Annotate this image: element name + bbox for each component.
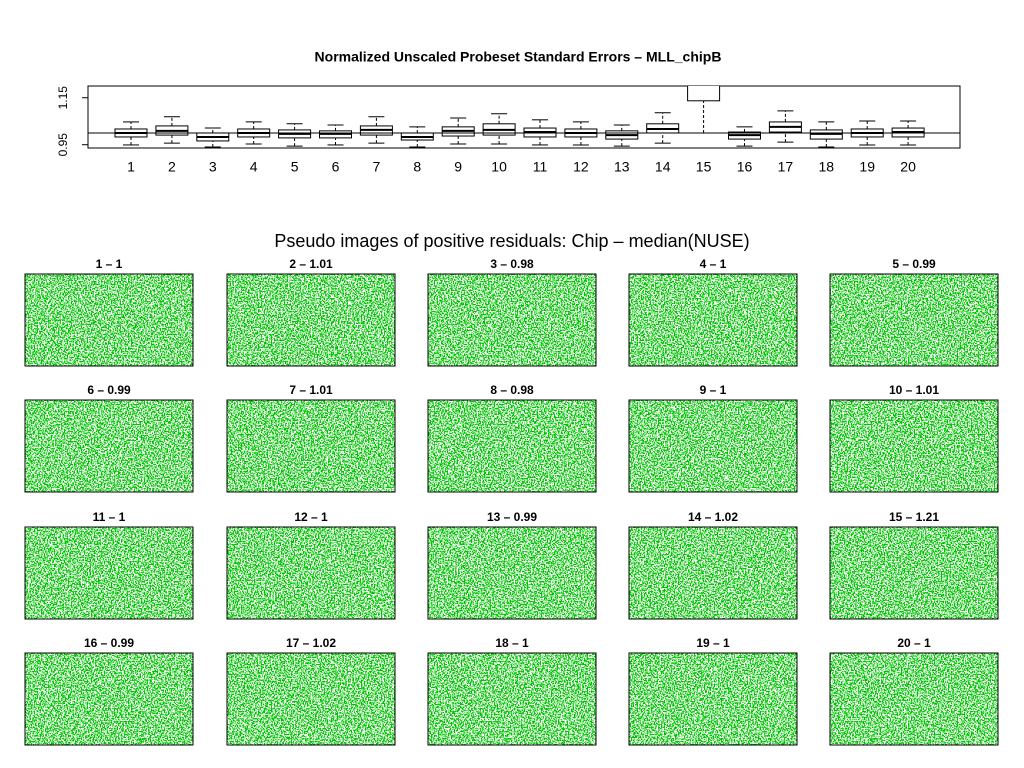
- residual-image: [428, 653, 596, 745]
- chart-title: Normalized Unscaled Probeset Standard Er…: [315, 49, 722, 65]
- panel-title: 4 – 1: [700, 257, 727, 271]
- residual-image: [227, 527, 395, 619]
- panel-frame: [829, 526, 999, 620]
- panel-frame: [427, 526, 597, 620]
- x-tick-label: 12: [573, 159, 589, 175]
- panel-frame: [427, 652, 597, 746]
- residual-image: [25, 653, 193, 745]
- residual-image: [629, 274, 797, 366]
- y-tick-label: 0.95: [56, 133, 70, 157]
- x-tick-label: 20: [900, 159, 916, 175]
- box: [687, 86, 721, 102]
- x-tick-label: 9: [454, 159, 462, 175]
- panel-title: 8 – 0.98: [490, 383, 534, 397]
- panel-frame: [427, 273, 597, 367]
- residual-image: [629, 653, 797, 745]
- panel-frame: [24, 652, 194, 746]
- residual-image: [830, 527, 998, 619]
- x-tick-label: 13: [614, 159, 630, 175]
- residual-image: [629, 400, 797, 492]
- x-tick-label: 11: [533, 159, 548, 175]
- x-tick-label: 10: [491, 159, 507, 175]
- panel-title: 7 – 1.01: [289, 383, 333, 397]
- panel-title: 18 – 1: [495, 636, 529, 650]
- panel-title: 9 – 1: [700, 383, 727, 397]
- residual-image: [629, 527, 797, 619]
- panel-frame: [24, 399, 194, 493]
- panel-frame: [628, 526, 798, 620]
- x-tick-label: 19: [859, 159, 875, 175]
- panel-frame: [427, 399, 597, 493]
- x-tick-label: 15: [696, 159, 712, 175]
- residual-image: [428, 400, 596, 492]
- x-tick-label: 3: [209, 159, 217, 175]
- x-tick-label: 1: [127, 159, 135, 175]
- panel-title: 15 – 1.21: [889, 510, 939, 524]
- residual-image: [830, 274, 998, 366]
- panel-title: 3 – 0.98: [490, 257, 534, 271]
- residual-image: [830, 400, 998, 492]
- residual-image: [227, 400, 395, 492]
- panel-title: 10 – 1.01: [889, 383, 939, 397]
- panel-title: 16 – 0.99: [84, 636, 134, 650]
- residual-image: [25, 527, 193, 619]
- x-tick-label: 4: [250, 159, 258, 175]
- residual-image: [428, 527, 596, 619]
- x-tick-label: 6: [332, 159, 340, 175]
- panel-title: 20 – 1: [897, 636, 931, 650]
- panel-frame: [829, 652, 999, 746]
- panel-frame: [226, 526, 396, 620]
- panel-frame: [628, 652, 798, 746]
- residual-image: [428, 274, 596, 366]
- chart-title: Pseudo images of positive residuals: Chi…: [274, 231, 749, 251]
- x-tick-label: 7: [373, 159, 381, 175]
- panel-frame: [24, 273, 194, 367]
- panel-title: 2 – 1.01: [289, 257, 333, 271]
- panel-frame: [24, 526, 194, 620]
- residual-image: [227, 274, 395, 366]
- panel-frame: [628, 273, 798, 367]
- x-tick-label: 2: [168, 159, 176, 175]
- panel-frame: [829, 399, 999, 493]
- panel-title: 13 – 0.99: [487, 510, 537, 524]
- residual-image: [830, 653, 998, 745]
- x-tick-label: 17: [778, 159, 794, 175]
- panel-title: 12 – 1: [294, 510, 328, 524]
- panel-title: 19 – 1: [696, 636, 730, 650]
- y-tick-label: 1.15: [56, 86, 70, 110]
- x-tick-label: 16: [737, 159, 753, 175]
- residual-image: [227, 653, 395, 745]
- x-tick-label: 5: [291, 159, 299, 175]
- plot-area: [88, 86, 960, 148]
- panel-title: 1 – 1: [96, 257, 123, 271]
- x-tick-label: 8: [413, 159, 421, 175]
- residual-image: [25, 400, 193, 492]
- panel-title: 14 – 1.02: [688, 510, 738, 524]
- panel-frame: [226, 399, 396, 493]
- panel-frame: [628, 399, 798, 493]
- x-tick-label: 14: [655, 159, 671, 175]
- plot-frame: [87, 85, 961, 149]
- panel-frame: [226, 652, 396, 746]
- panel-title: 5 – 0.99: [892, 257, 936, 271]
- x-tick-label: 18: [819, 159, 835, 175]
- panel-frame: [829, 273, 999, 367]
- panel-title: 11 – 1: [93, 510, 126, 524]
- panel-frame: [226, 273, 396, 367]
- panel-title: 6 – 0.99: [87, 383, 131, 397]
- panel-title: 17 – 1.02: [286, 636, 336, 650]
- residual-image: [25, 274, 193, 366]
